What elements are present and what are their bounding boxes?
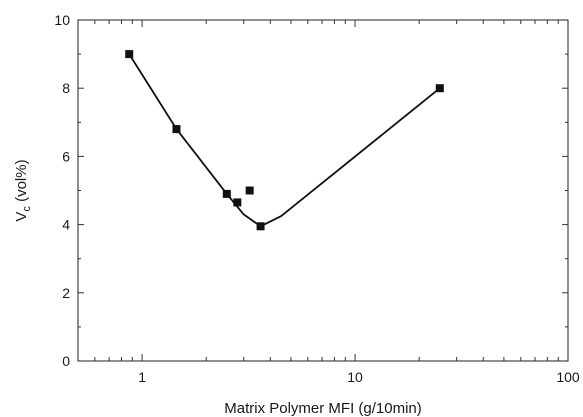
- data-point: [245, 186, 254, 195]
- data-point: [233, 198, 242, 207]
- axis-ticks: [77, 19, 569, 362]
- y-tick-label: 0: [62, 353, 70, 369]
- tick-labels: 0 2 4 6 8 10 1 10 100: [54, 12, 579, 385]
- data-points: [125, 50, 444, 231]
- plot-frame: [77, 19, 569, 362]
- data-point: [172, 125, 181, 134]
- x-tick-label: 10: [347, 369, 363, 385]
- data-point: [222, 189, 231, 198]
- y-axis-title: Vc (vol%): [13, 159, 33, 221]
- data-point: [125, 50, 134, 59]
- y-tick-label: 10: [54, 12, 70, 28]
- trend-line-group: [128, 53, 441, 228]
- plot-border: [77, 19, 569, 362]
- y-axis-title-unit: (vol%): [13, 159, 30, 206]
- y-tick-label: 6: [62, 148, 70, 164]
- trend-line: [128, 53, 441, 228]
- y-tick-label: 4: [62, 217, 70, 233]
- y-axis-title-main: V: [13, 212, 30, 222]
- y-axis-title-subscript: c: [21, 206, 33, 212]
- data-point: [256, 222, 265, 231]
- x-tick-label: 1: [138, 369, 146, 385]
- x-axis-title: Matrix Polymer MFI (g/10min): [224, 400, 422, 417]
- y-tick-label: 2: [62, 285, 70, 301]
- x-tick-label: 100: [556, 369, 580, 385]
- data-point: [435, 84, 444, 93]
- y-tick-label: 8: [62, 80, 70, 96]
